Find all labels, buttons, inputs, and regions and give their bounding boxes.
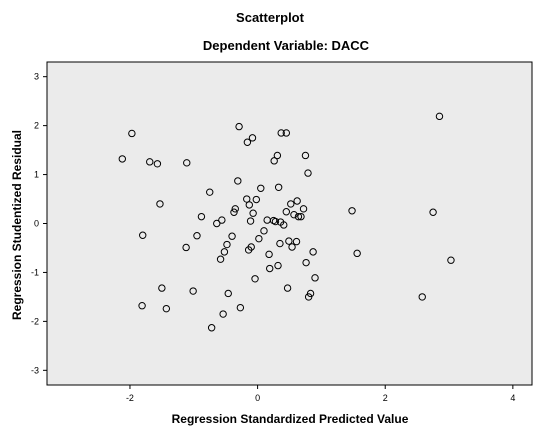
data-point bbox=[213, 219, 221, 228]
data-point bbox=[255, 234, 263, 243]
data-point bbox=[230, 208, 238, 216]
data-point bbox=[304, 169, 312, 177]
y-tick-label: 0 bbox=[34, 219, 39, 229]
data-point bbox=[292, 237, 301, 246]
data-point bbox=[183, 159, 191, 167]
x-tick-label: -2 bbox=[126, 393, 134, 403]
data-point bbox=[429, 208, 437, 216]
data-point bbox=[249, 209, 257, 217]
data-point bbox=[223, 240, 231, 249]
data-point bbox=[301, 151, 310, 160]
data-point bbox=[306, 289, 315, 298]
data-point bbox=[139, 231, 147, 239]
data-point bbox=[270, 157, 278, 165]
data-point bbox=[162, 304, 171, 313]
data-point bbox=[236, 303, 245, 312]
data-point bbox=[246, 217, 255, 225]
y-tick-label: -2 bbox=[31, 316, 39, 326]
data-point bbox=[282, 129, 291, 137]
x-tick-label: 2 bbox=[383, 393, 388, 403]
data-point bbox=[247, 243, 255, 251]
data-point bbox=[235, 122, 243, 131]
data-point bbox=[220, 248, 229, 256]
data-point bbox=[219, 310, 227, 318]
data-point bbox=[118, 155, 127, 163]
data-point bbox=[234, 177, 242, 185]
data-point bbox=[260, 227, 268, 235]
data-point bbox=[418, 293, 426, 301]
data-point bbox=[257, 184, 265, 192]
chart-subtitle: Dependent Variable: DACC bbox=[203, 38, 370, 53]
data-point bbox=[266, 264, 274, 273]
x-tick-label: 4 bbox=[510, 393, 515, 403]
data-point bbox=[299, 205, 308, 213]
data-point bbox=[182, 243, 190, 252]
data-point bbox=[206, 188, 214, 196]
data-point bbox=[274, 183, 283, 191]
data-point bbox=[353, 249, 361, 258]
data-point bbox=[197, 212, 206, 221]
data-point bbox=[290, 210, 298, 219]
data-point bbox=[248, 134, 257, 142]
data-point bbox=[348, 207, 356, 215]
data-point bbox=[156, 200, 164, 208]
data-point bbox=[447, 256, 455, 264]
x-axis-label: Regression Standardized Predicted Value bbox=[172, 412, 409, 426]
data-point bbox=[288, 243, 296, 251]
data-point bbox=[294, 212, 303, 221]
y-axis-label: Regression Studentized Residual bbox=[10, 130, 24, 320]
data-point bbox=[231, 205, 239, 213]
y-tick-label: 3 bbox=[34, 72, 39, 82]
x-tick-label: 0 bbox=[255, 393, 260, 403]
data-point bbox=[216, 255, 225, 263]
data-point bbox=[311, 274, 319, 282]
data-point bbox=[218, 216, 226, 224]
chart-title: Scatterplot bbox=[236, 10, 305, 25]
data-point bbox=[193, 232, 201, 240]
data-points bbox=[118, 112, 455, 332]
y-tick-label: 2 bbox=[34, 121, 39, 131]
data-point bbox=[228, 232, 236, 240]
data-point bbox=[245, 201, 253, 209]
data-point bbox=[277, 129, 285, 137]
data-point bbox=[293, 197, 301, 205]
data-point bbox=[297, 212, 305, 221]
data-point bbox=[128, 129, 136, 138]
data-point bbox=[280, 221, 288, 229]
data-point bbox=[302, 258, 310, 267]
data-point bbox=[287, 200, 295, 208]
data-point bbox=[283, 284, 292, 292]
data-point bbox=[224, 289, 232, 298]
y-tick-label: -1 bbox=[31, 267, 39, 277]
data-point bbox=[309, 248, 317, 256]
data-point bbox=[271, 217, 280, 226]
data-point bbox=[285, 237, 293, 245]
data-point bbox=[243, 138, 252, 146]
data-point bbox=[207, 324, 216, 332]
data-point bbox=[265, 250, 273, 259]
data-point bbox=[158, 284, 166, 292]
data-point bbox=[273, 151, 282, 160]
data-point bbox=[146, 158, 154, 166]
data-point bbox=[138, 302, 146, 310]
data-point bbox=[251, 275, 259, 283]
y-tick-label: -3 bbox=[31, 365, 39, 375]
y-tick-label: 1 bbox=[34, 170, 39, 180]
data-point bbox=[252, 195, 261, 204]
plot-area bbox=[46, 61, 533, 386]
data-point bbox=[435, 112, 444, 121]
data-point bbox=[274, 261, 282, 270]
data-point bbox=[282, 208, 291, 216]
data-point bbox=[276, 239, 284, 248]
data-point bbox=[189, 287, 197, 295]
axis-ticks: 3 2 1 0 -1 -2 -3 -2 0 2 4 bbox=[31, 72, 515, 403]
data-point bbox=[153, 160, 162, 168]
